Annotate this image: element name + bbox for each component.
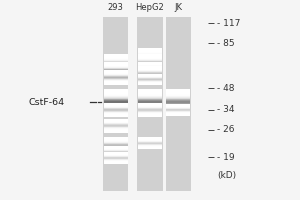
Text: - 26: - 26	[217, 125, 235, 134]
Bar	[137, 17, 163, 191]
Text: (kD): (kD)	[217, 171, 236, 180]
Text: - 48: - 48	[217, 84, 235, 93]
Text: HepG2: HepG2	[136, 3, 164, 12]
Text: JK: JK	[174, 3, 182, 12]
Text: 293: 293	[108, 3, 124, 12]
Text: - 19: - 19	[217, 153, 235, 162]
Bar	[166, 17, 191, 191]
Text: - 85: - 85	[217, 39, 235, 48]
Text: - 117: - 117	[217, 19, 241, 28]
Text: - 34: - 34	[217, 105, 235, 114]
Text: CstF-64: CstF-64	[29, 98, 65, 107]
Bar	[103, 17, 128, 191]
